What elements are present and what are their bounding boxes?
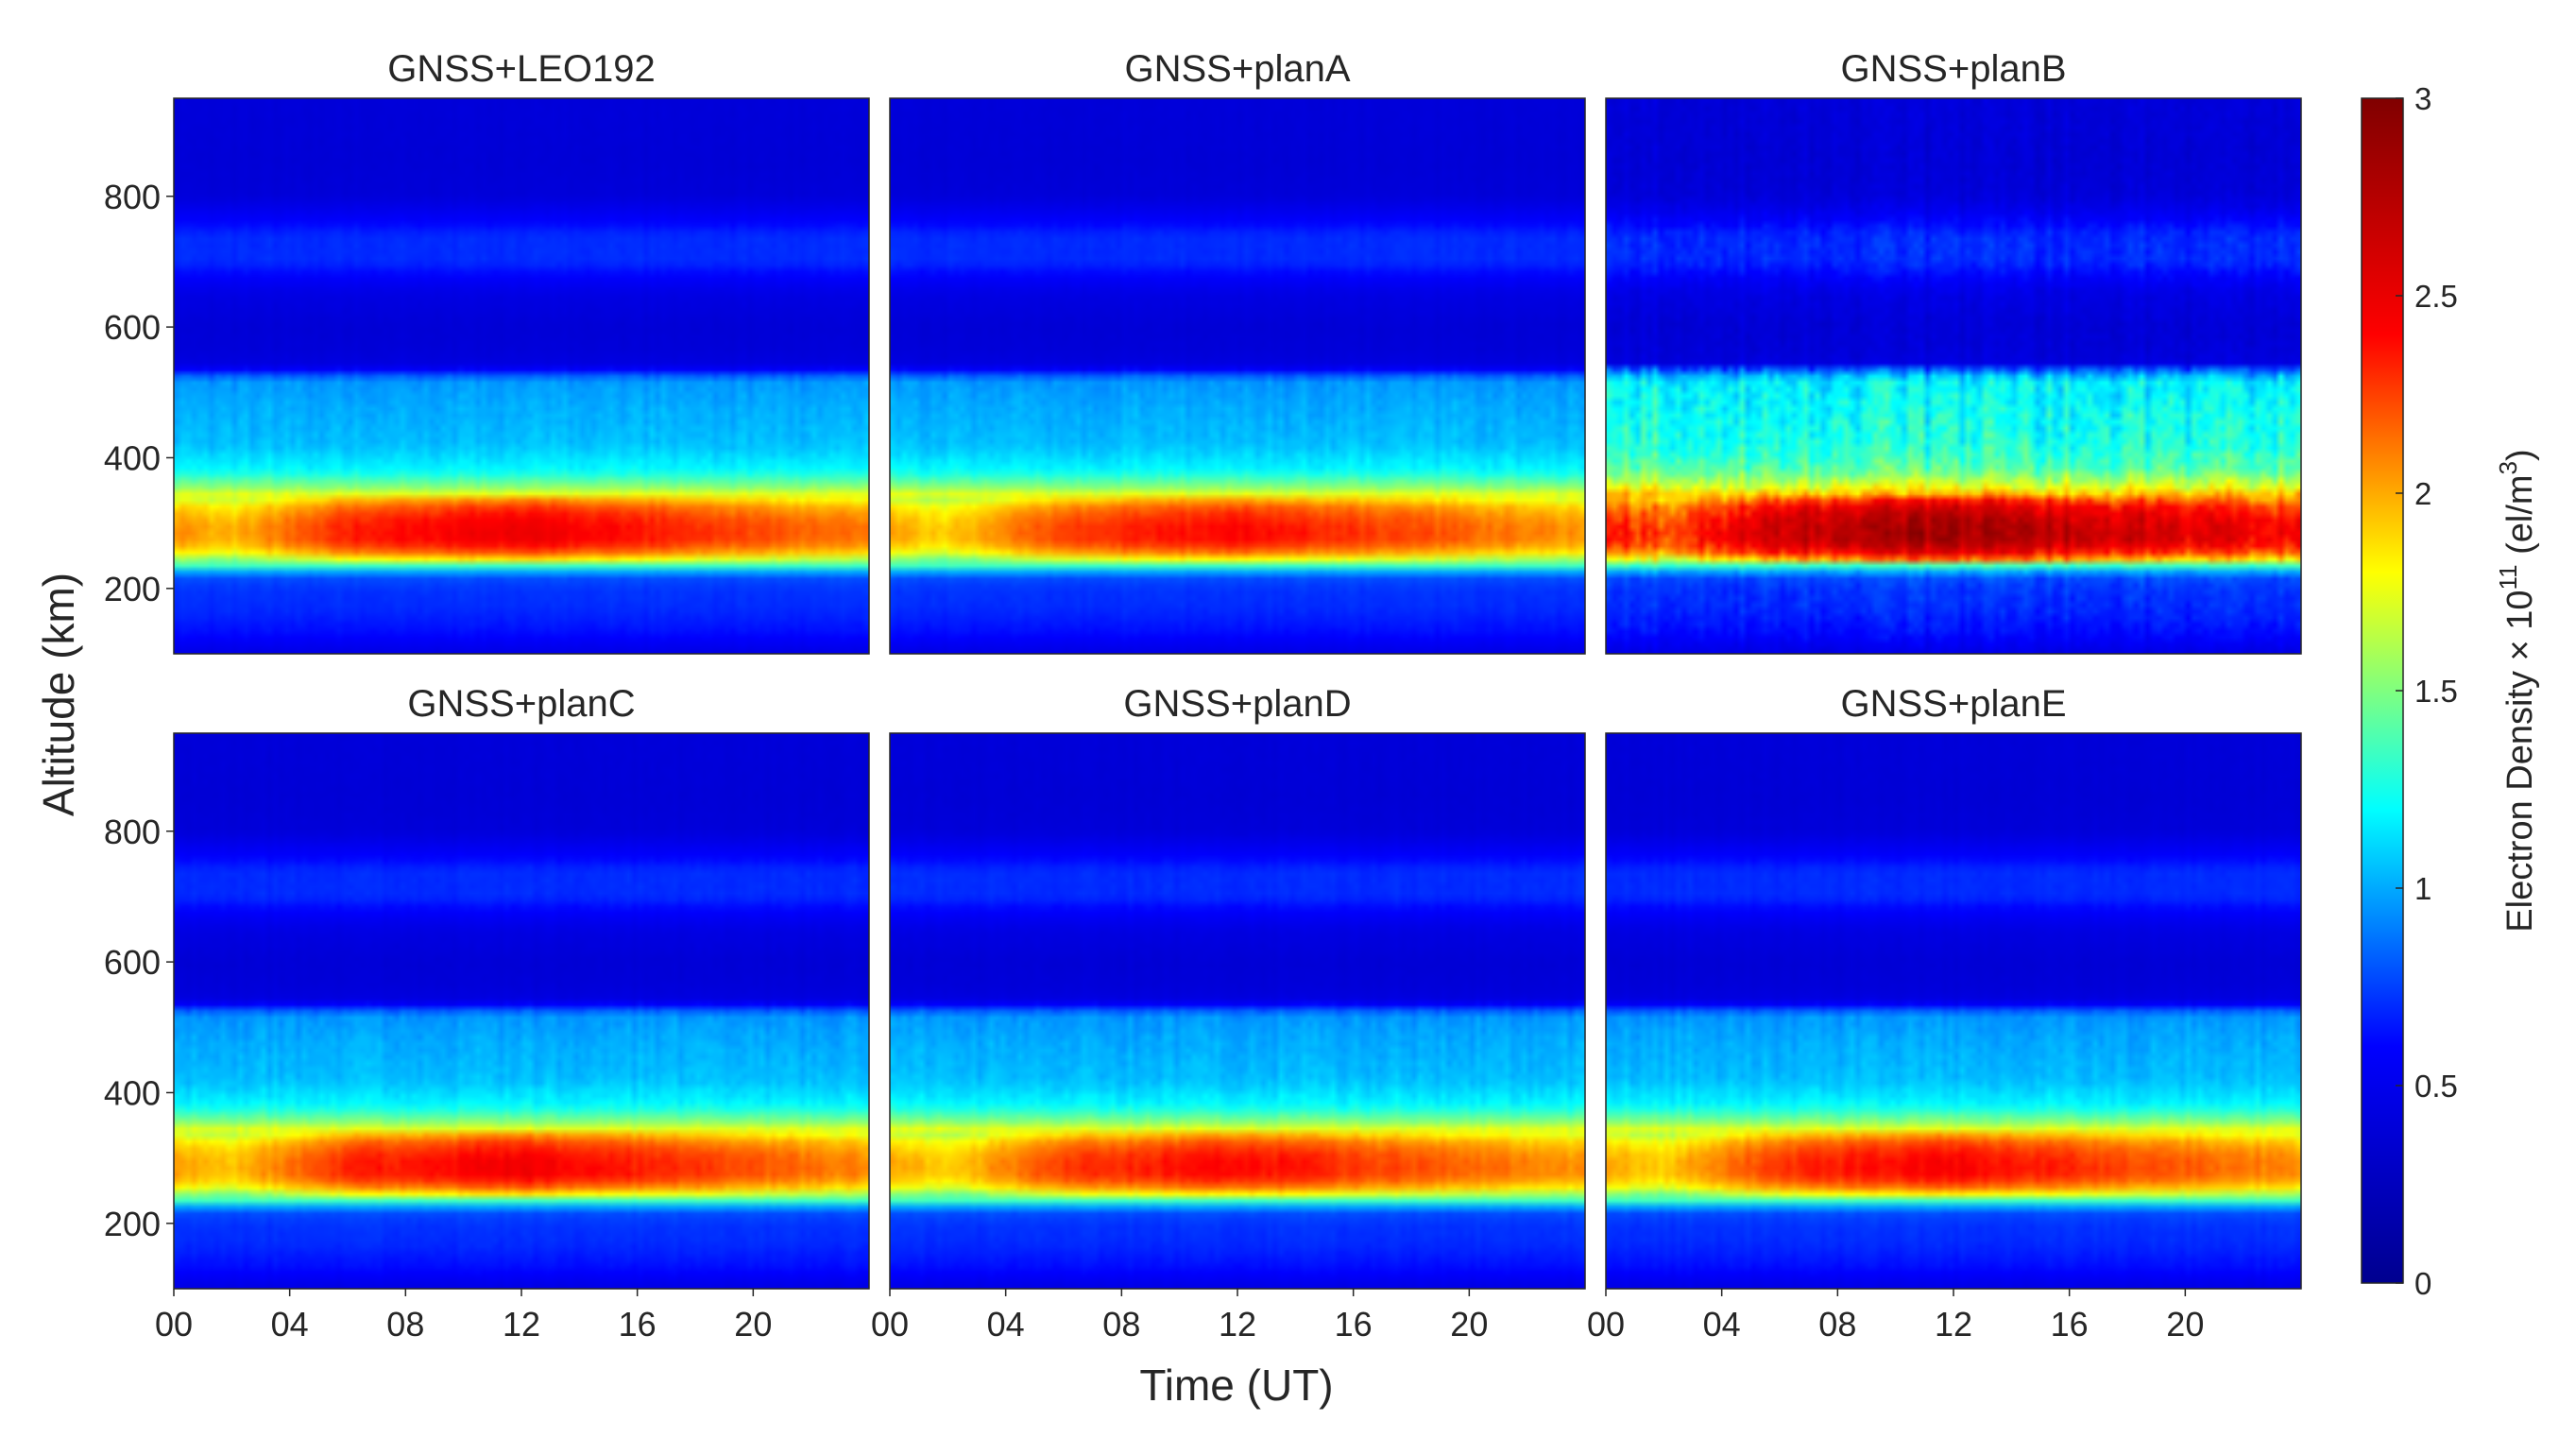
colorbar-label: Electron Density × 1011 (el/m3) <box>2494 449 2540 932</box>
colorbar-tick-label: 0.5 <box>2414 1069 2458 1104</box>
panel-title: GNSS+planA <box>1124 48 1350 90</box>
heatmap-cells <box>174 733 869 1289</box>
x-tick-label: 12 <box>1935 1305 1972 1344</box>
heatmap-cells <box>1606 98 2301 654</box>
y-tick-label: 600 <box>104 943 161 982</box>
x-tick-label: 08 <box>1818 1305 1856 1344</box>
panel-title: GNSS+LEO192 <box>387 48 656 90</box>
panel-title: GNSS+planD <box>1123 683 1351 725</box>
heatmap-cells <box>890 98 1585 654</box>
x-tick-label: 12 <box>503 1305 540 1344</box>
heatmap-cells <box>1606 733 2301 1289</box>
y-tick-label: 800 <box>104 178 161 216</box>
x-tick-label: 00 <box>155 1305 193 1344</box>
x-tick-label: 20 <box>1450 1305 1488 1344</box>
y-tick-label: 600 <box>104 308 161 347</box>
x-tick-label: 04 <box>1703 1305 1741 1344</box>
y-tick-label: 400 <box>104 1073 161 1112</box>
x-axis-label: Time (UT) <box>1139 1361 1333 1410</box>
x-tick-label: 16 <box>619 1305 657 1344</box>
colorbar-tick-label: 0 <box>2414 1266 2431 1301</box>
colorbar-ticks: 0 0.5 1 1.5 2 2.5 3 <box>2396 81 2458 1301</box>
x-tick-label: 20 <box>734 1305 772 1344</box>
x-tick-label: 08 <box>386 1305 424 1344</box>
x-tick-label: 20 <box>2166 1305 2204 1344</box>
panel: GNSS+planE 00 04 08 12 16 20 <box>1587 683 2302 1344</box>
y-tick-label: 400 <box>104 438 161 477</box>
colorbar: 0 0.5 1 1.5 2 2.5 3 Electron Density × 1011 (e… <box>2361 81 2540 1301</box>
colorbar-tick-label: 3 <box>2414 81 2431 116</box>
panel: GNSS+planA <box>889 48 1586 655</box>
panel-title: GNSS+planE <box>1840 683 2066 725</box>
panel-frame <box>889 97 1586 655</box>
panel: GNSS+planC 200 400 600 800 00 04 08 12 16 20 <box>104 683 870 1344</box>
x-tick-label: 16 <box>2051 1305 2089 1344</box>
panel: GNSS+planB <box>1605 48 2302 655</box>
x-tick-label: 16 <box>1335 1305 1373 1344</box>
x-tick-label: 12 <box>1219 1305 1256 1344</box>
y-axis-label: Altitude (km) <box>34 573 83 816</box>
panel: GNSS+LEO192 200 400 600 800 <box>104 48 870 655</box>
y-tick-label: 200 <box>104 1205 161 1243</box>
heatmap-cells <box>890 733 1585 1289</box>
x-tick-label: 08 <box>1102 1305 1140 1344</box>
x-tick-label: 00 <box>871 1305 909 1344</box>
colorbar-tick-label: 2.5 <box>2414 279 2458 314</box>
y-tick-label: 200 <box>104 570 161 608</box>
panel-frame <box>173 97 870 655</box>
panel-frame <box>1605 97 2302 655</box>
panel-title: GNSS+planB <box>1840 48 2066 90</box>
colorbar-tick-label: 1.5 <box>2414 674 2458 709</box>
heatmap-cells <box>174 98 869 654</box>
x-tick-label: 00 <box>1587 1305 1625 1344</box>
x-tick-label: 04 <box>987 1305 1025 1344</box>
colorbar-tick-label: 1 <box>2414 871 2431 906</box>
panel: GNSS+planD 00 04 08 12 16 20 <box>871 683 1586 1344</box>
panel-title: GNSS+planC <box>407 683 635 725</box>
x-tick-label: 04 <box>271 1305 309 1344</box>
y-tick-label: 800 <box>104 813 161 851</box>
shared-axes: Altitude (km) Time (UT) <box>34 573 1334 1410</box>
colorbar-tick-label: 2 <box>2414 476 2431 511</box>
